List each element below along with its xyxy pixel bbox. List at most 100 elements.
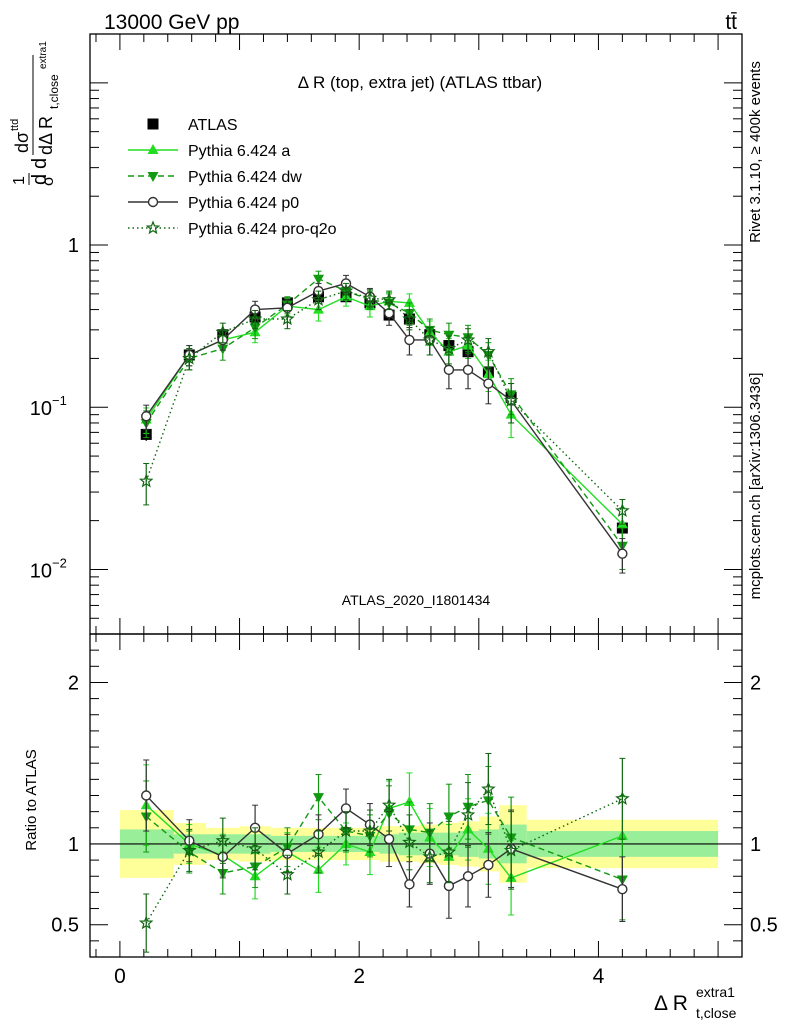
data-point xyxy=(404,334,415,346)
ratio-point xyxy=(481,781,496,796)
data-point xyxy=(615,503,630,517)
ratio-point xyxy=(403,795,415,806)
legend-entry-1: Pythia 6.424 a xyxy=(128,143,290,160)
energy-label: 13000 GeV pp xyxy=(104,11,239,34)
legend-label: Pythia 6.424 dw xyxy=(188,169,302,186)
data-point xyxy=(617,548,628,559)
legend-marker xyxy=(145,220,161,235)
ratio-point xyxy=(462,871,474,882)
ratio-point xyxy=(280,866,295,881)
data-point xyxy=(462,364,474,376)
ratio-y-tick-label-right: 2 xyxy=(750,672,761,694)
analysis-watermark: ATLAS_2020_I1801434 xyxy=(342,592,491,608)
series-0 xyxy=(140,291,628,537)
ratio-point xyxy=(362,823,378,838)
data-point xyxy=(460,332,476,347)
series-1 xyxy=(140,287,628,547)
process-label: tt̄ xyxy=(725,11,737,34)
ratio-point xyxy=(483,859,494,871)
data-point xyxy=(443,364,455,376)
series-line-2 xyxy=(145,277,623,547)
ratio-point xyxy=(312,793,324,804)
legend-label: Pythia 6.424 pro-q2o xyxy=(188,221,337,238)
y-tick-label-exp: −1 xyxy=(52,393,67,408)
y-label-num: dσ xyxy=(12,132,32,153)
ratio-series-3 xyxy=(138,753,630,953)
legend-marker xyxy=(147,118,159,130)
ratio-point xyxy=(402,834,417,849)
series-line-3 xyxy=(145,282,623,555)
legend-entry-0: ATLAS xyxy=(147,117,238,134)
ratio-line-0 xyxy=(145,801,623,879)
ratio-y-tick-label-right: 1 xyxy=(750,834,761,856)
ratio-point xyxy=(441,844,457,859)
ratio-y-tick-label-left: 2 xyxy=(68,672,79,694)
legend-label: Pythia 6.424 p0 xyxy=(188,195,299,212)
ratio-frame xyxy=(89,633,743,958)
y-tick-label-base: 10 xyxy=(30,398,52,420)
ratio-point xyxy=(381,797,397,812)
main-panel: 10 −210 −11 xyxy=(30,33,743,957)
series-line-1 xyxy=(145,295,623,525)
ratio-y-tick-label-left: 0.5 xyxy=(51,915,79,937)
x-tick-label: 2 xyxy=(353,965,365,988)
data-point xyxy=(381,292,397,306)
ratio-point xyxy=(383,833,395,845)
data-point xyxy=(403,296,415,307)
ratio-point xyxy=(617,883,628,895)
data-point xyxy=(311,292,326,306)
legend-marker xyxy=(147,172,159,182)
data-point xyxy=(441,340,457,355)
ratio-point xyxy=(138,915,154,930)
y-tick-label-base: 10 xyxy=(30,560,52,582)
y-tick-label: 1 xyxy=(68,235,79,257)
ratio-point xyxy=(311,844,326,859)
legend-marker xyxy=(147,144,159,154)
data-point xyxy=(182,350,197,365)
y-label-sigma: σ xyxy=(40,176,57,186)
series-4 xyxy=(138,282,630,525)
ratio-point xyxy=(141,790,152,801)
y-label-den: dΔ R xyxy=(36,116,56,155)
legend: ATLAS Pythia 6.424 a Pythia 6.424 dw Pythia… xyxy=(128,117,337,238)
data-point xyxy=(280,311,295,326)
data-point xyxy=(503,392,519,407)
data-point xyxy=(483,378,494,389)
ratio-panel: 0 2 4 0.5 0.5 1 1 2 2 xyxy=(51,633,778,988)
legend-label: ATLAS xyxy=(188,117,238,134)
ratio-y-tick-label-right: 0.5 xyxy=(750,915,778,937)
ratio-y-axis-label: Ratio to ATLAS xyxy=(23,749,40,850)
ratio-point xyxy=(182,842,197,857)
legend-entry-3: Pythia 6.424 p0 xyxy=(128,195,299,212)
main-y-axis-label: d 1 σ d dσ ttd dΔ R t,close extra1 xyxy=(9,41,61,186)
legend-entry-2: Pythia 6.424 dw xyxy=(128,169,302,186)
y-label-frac-d: d xyxy=(29,174,51,185)
legend-label: Pythia 6.424 a xyxy=(188,143,290,160)
data-point xyxy=(402,311,417,326)
data-point xyxy=(141,411,152,422)
ratio-line-1 xyxy=(145,795,623,881)
data-point xyxy=(422,332,438,347)
ratio-point xyxy=(443,812,455,823)
ratio-line-3 xyxy=(145,787,623,924)
y-label-1: 1 xyxy=(11,176,28,185)
series-line-4 xyxy=(145,290,623,512)
ratio-point xyxy=(460,807,476,822)
ratio-point xyxy=(422,849,438,864)
data-point xyxy=(138,473,154,488)
data-point xyxy=(215,324,231,339)
y-label-d2: d xyxy=(29,158,51,169)
y-label-den-sub: t,close xyxy=(47,74,61,109)
y-label-den-sup: extra1 xyxy=(38,41,49,69)
x-label-main: Δ R xyxy=(654,992,688,1015)
y-tick-label-exp: −2 xyxy=(52,555,67,570)
x-tick-label: 4 xyxy=(593,965,605,988)
data-point xyxy=(481,344,496,358)
x-label-sub: t,close xyxy=(696,1005,737,1021)
y-label-num-sup: ttd xyxy=(9,119,21,131)
x-axis-label: Δ R t,close extra1 xyxy=(654,984,737,1021)
x-tick-label: 0 xyxy=(114,965,126,988)
ratio-point xyxy=(404,879,415,890)
ratio-point xyxy=(338,823,354,838)
